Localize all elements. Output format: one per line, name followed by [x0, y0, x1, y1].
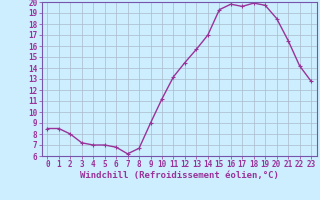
X-axis label: Windchill (Refroidissement éolien,°C): Windchill (Refroidissement éolien,°C) [80, 171, 279, 180]
